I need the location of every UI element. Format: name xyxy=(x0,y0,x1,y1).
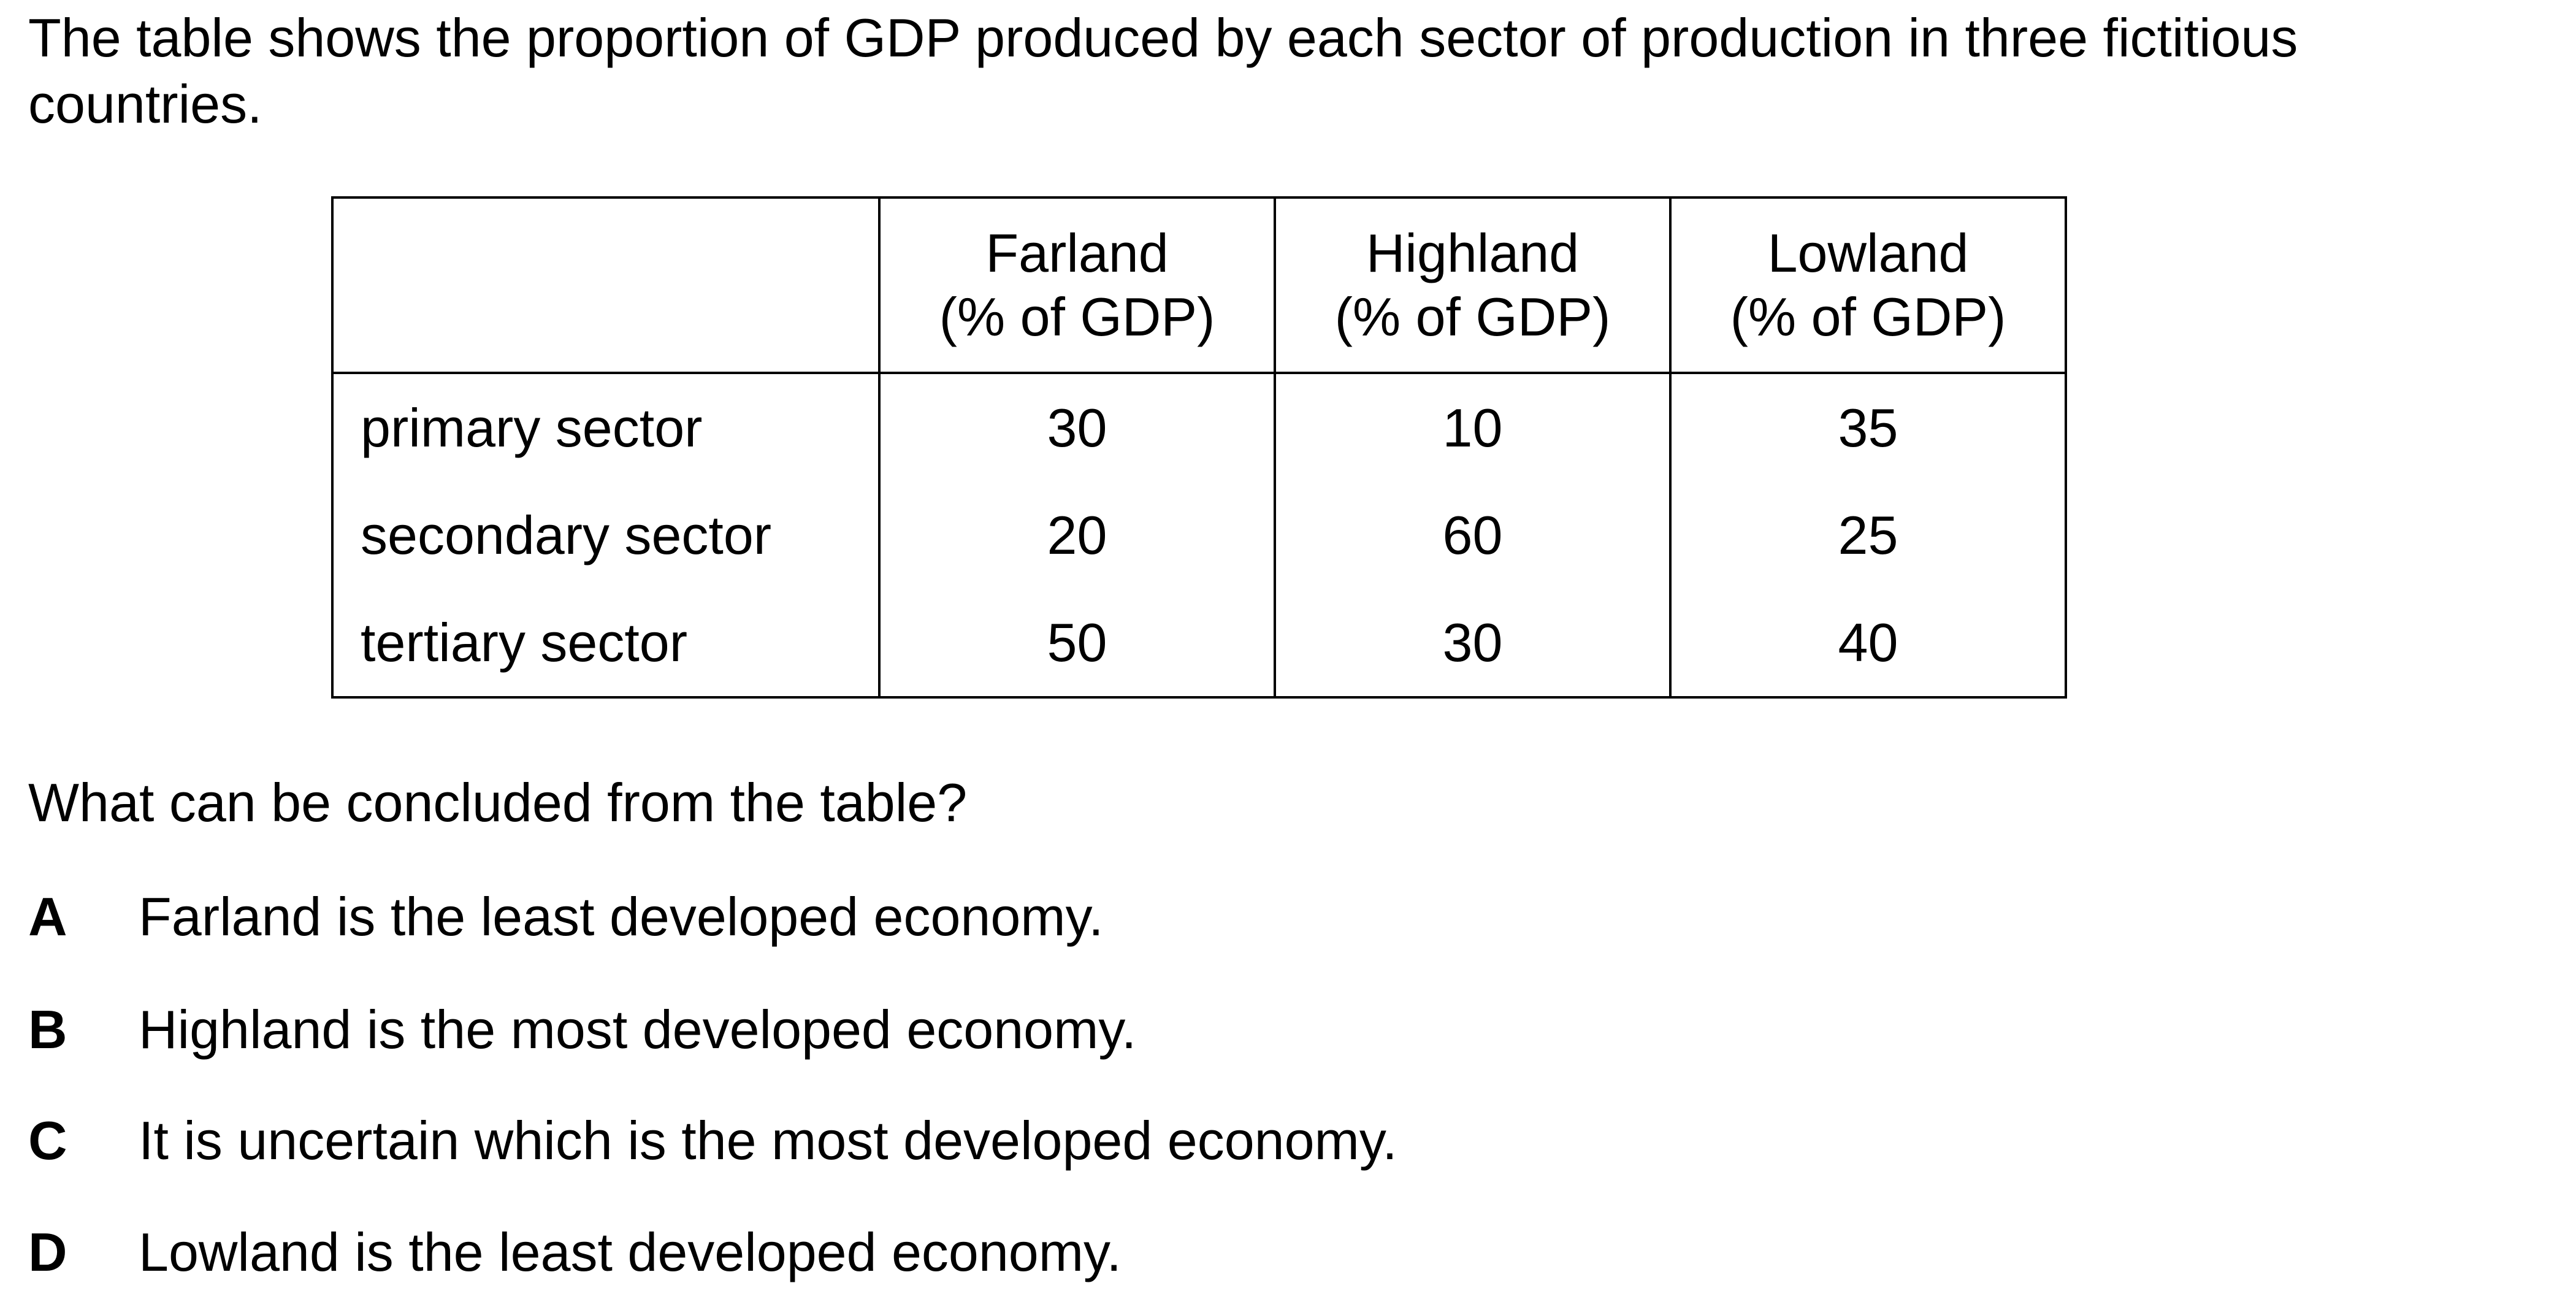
table-header-row: Farland (% of GDP) Highland (% of GDP) L… xyxy=(331,196,2067,374)
table-cell: 10 xyxy=(1274,373,1672,481)
option-c: C It is uncertain which is the most deve… xyxy=(28,1108,1397,1174)
option-b: B Highland is the most developed economy… xyxy=(28,997,1136,1063)
header-unit: (% of GDP) xyxy=(1334,286,1611,347)
header-cell-farland: Farland (% of GDP) xyxy=(878,196,1276,374)
header-cell-lowland: Lowland (% of GDP) xyxy=(1669,196,2067,374)
option-text: Lowland is the least developed economy. xyxy=(139,1222,1122,1282)
option-text: Farland is the least developed economy. xyxy=(139,886,1104,947)
table-row: primary sector 30 10 35 xyxy=(331,373,2067,481)
table-cell: 60 xyxy=(1274,481,1672,589)
table-cell: 35 xyxy=(1669,373,2067,481)
option-a: A Farland is the least developed economy… xyxy=(28,884,1104,950)
option-letter: A xyxy=(28,886,67,947)
header-country: Highland xyxy=(1366,223,1580,283)
table-row: tertiary sector 50 30 40 xyxy=(331,589,2067,699)
header-unit: (% of GDP) xyxy=(939,286,1215,347)
table-cell: 30 xyxy=(1274,589,1672,699)
header-country: Lowland xyxy=(1767,223,1969,283)
table-cell: 40 xyxy=(1669,589,2067,699)
intro-text: The table shows the proportion of GDP pr… xyxy=(28,7,2298,134)
header-country: Farland xyxy=(985,223,1169,283)
option-letter: B xyxy=(28,999,67,1060)
header-cell-highland: Highland (% of GDP) xyxy=(1274,196,1672,374)
question-text: What can be concluded from the table? xyxy=(28,772,968,833)
row-label: primary sector xyxy=(331,373,881,481)
header-unit: (% of GDP) xyxy=(1730,286,2006,347)
table-cell: 20 xyxy=(878,481,1276,589)
option-letter: C xyxy=(28,1110,67,1171)
table-cell: 50 xyxy=(878,589,1276,699)
option-letter: D xyxy=(28,1222,67,1282)
empty-header-cell xyxy=(331,196,881,374)
row-label: secondary sector xyxy=(331,481,881,589)
option-text: It is uncertain which is the most develo… xyxy=(139,1110,1397,1171)
table-cell: 30 xyxy=(878,373,1276,481)
row-label: tertiary sector xyxy=(331,589,881,699)
gdp-table: Farland (% of GDP) Highland (% of GDP) L… xyxy=(331,196,2067,699)
option-text: Highland is the most developed economy. xyxy=(139,999,1137,1060)
option-d: D Lowland is the least developed economy… xyxy=(28,1219,1122,1285)
table-row: secondary sector 20 60 25 xyxy=(331,481,2067,589)
table-cell: 25 xyxy=(1669,481,2067,589)
